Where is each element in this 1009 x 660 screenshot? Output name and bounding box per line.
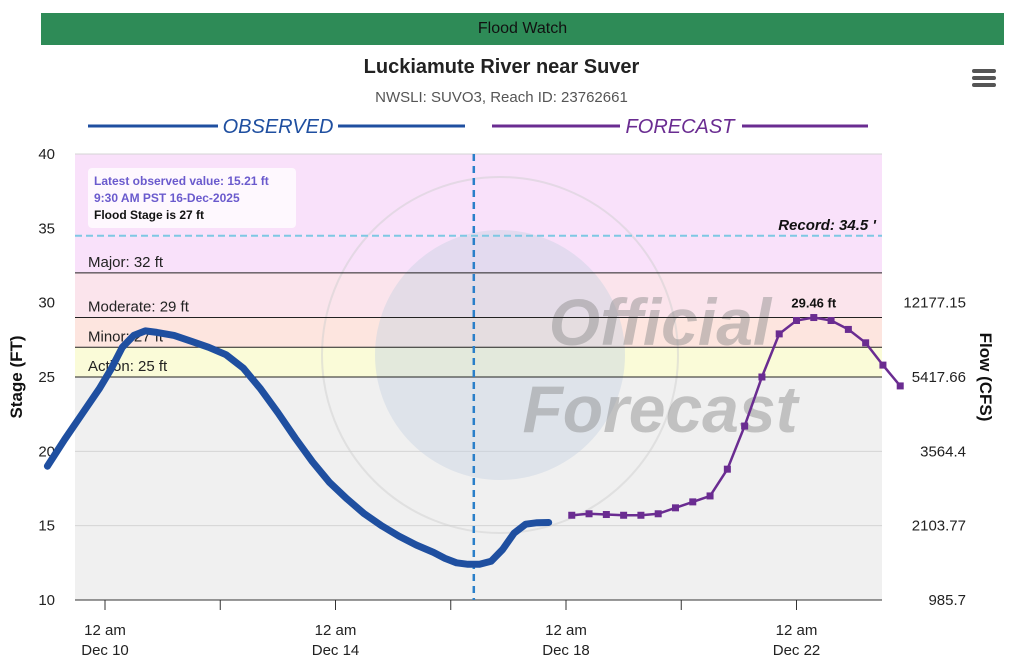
chart-subtitle: NWSLI: SUVO3, Reach ID: 23762661 [375, 89, 628, 106]
forecast-point [620, 511, 628, 519]
x-tick-label: Dec 14 [312, 642, 360, 659]
observed-legend-label: OBSERVED [223, 116, 334, 138]
forecast-point [741, 422, 749, 430]
x-tick-label: 12 am [545, 622, 587, 639]
x-tick-label: Dec 18 [542, 642, 590, 659]
forecast-point [879, 361, 887, 369]
record-label: Record: 34.5 ' [778, 217, 876, 234]
y2-tick-label: 12177.15 [903, 295, 966, 312]
forecast-point [758, 373, 766, 381]
official-watermark: Official [549, 285, 773, 359]
y2-tick-label: 985.7 [928, 592, 966, 609]
forecast-point [793, 317, 800, 325]
y2-axis-label: Flow (CFS) [976, 333, 995, 422]
y2-tick-label: 3564.4 [920, 443, 966, 460]
y-tick-label: 15 [38, 518, 55, 535]
latest-time-text: 9:30 AM PST 16-Dec-2025 [94, 191, 240, 205]
moderate-zone [75, 317, 882, 348]
forecast-point [637, 511, 645, 519]
major-label: Major: 32 ft [88, 254, 164, 271]
y-axis-label: Stage (FT) [7, 335, 26, 418]
forecast-point [654, 510, 662, 518]
y-tick-label: 25 [38, 369, 55, 386]
action-label: Action: 25 ft [88, 358, 168, 375]
forecast-peak-label: 29.46 ft [791, 296, 836, 311]
forecast-point [689, 498, 697, 506]
forecast-legend-label: FORECAST [626, 116, 737, 138]
action-zone [75, 347, 882, 377]
y-tick-label: 35 [38, 220, 55, 237]
x-tick-label: 12 am [315, 622, 357, 639]
y-tick-label: 10 [38, 592, 55, 609]
forecast-point [706, 492, 714, 500]
y-tick-label: 40 [38, 146, 55, 163]
record-zone-lower [75, 235, 882, 273]
forecast-point [723, 465, 731, 473]
x-tick-label: Dec 10 [81, 642, 129, 659]
forecast-point [602, 511, 610, 519]
latest-value-text: Latest observed value: 15.21 ft [94, 174, 269, 188]
x-tick-label: 12 am [776, 622, 818, 639]
forecast-point [568, 511, 576, 519]
major-zone [75, 272, 882, 318]
x-tick-label: 12 am [84, 622, 126, 639]
y2-tick-label: 2103.77 [912, 518, 966, 535]
forecast-point [896, 382, 904, 390]
y-tick-label: 30 [38, 295, 55, 312]
noaa-watermark-globe [375, 230, 625, 480]
noaa-watermark-ring [321, 176, 679, 534]
flood-watch-banner[interactable]: Flood Watch [41, 13, 1004, 45]
flood-stage-text: Flood Stage is 27 ft [94, 208, 204, 222]
info-box [88, 168, 296, 228]
forecast-point [844, 325, 852, 333]
chart-title: Luckiamute River near Suver [363, 56, 640, 78]
observed-series-line [43, 327, 553, 568]
forecast-point [862, 339, 870, 347]
hamburger-menu-icon[interactable] [972, 69, 996, 89]
forecast-point [671, 504, 679, 512]
forecast-point [775, 330, 783, 338]
forecast-point [810, 314, 818, 322]
forecast-point [585, 510, 593, 518]
forecast-point [827, 317, 835, 325]
y2-tick-label: 5417.66 [912, 369, 966, 386]
forecast-watermark: Forecast [522, 372, 800, 446]
moderate-label: Moderate: 29 ft [88, 299, 190, 316]
x-tick-label: Dec 22 [773, 642, 821, 659]
